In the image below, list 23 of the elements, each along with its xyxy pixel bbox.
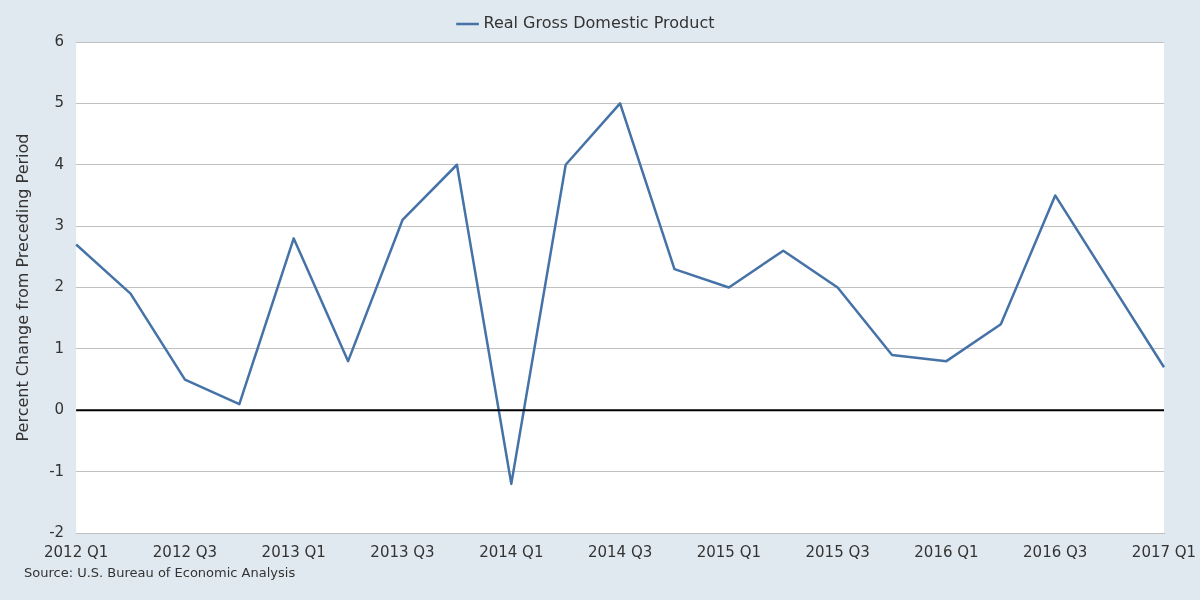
x-tick-label: 2013 Q3: [370, 542, 435, 561]
x-tick-label: 2016 Q3: [1023, 542, 1088, 561]
y-tick-label: -1: [49, 461, 65, 480]
y-tick-label: -2: [49, 522, 65, 541]
y-tick-label: 4: [54, 154, 65, 173]
x-tick-label: 2015 Q3: [805, 542, 870, 561]
x-tick-label: 2013 Q1: [261, 542, 326, 561]
x-tick-label: 2012 Q1: [44, 542, 109, 561]
source-note: Source: U.S. Bureau of Economic Analysis: [24, 565, 297, 580]
y-tick-label: 5: [54, 93, 65, 112]
y-tick-label: 3: [54, 216, 65, 235]
x-tick-label: 2017 Q1: [1131, 542, 1197, 561]
x-tick-label: 2016 Q1: [914, 542, 979, 561]
y-tick-label: 0: [54, 400, 65, 419]
x-tick-label: 2014 Q1: [479, 542, 544, 561]
legend-label: Real Gross Domestic Product: [483, 13, 715, 33]
y-tick-label: 2: [54, 277, 65, 296]
x-tick-label: 2014 Q3: [587, 542, 653, 561]
y-tick-label: 1: [54, 338, 65, 357]
y-tick-label: 6: [54, 31, 65, 50]
x-tick-label: 2012 Q3: [152, 542, 218, 561]
y-axis-title: Percent Change from Preceding Period: [12, 133, 32, 442]
x-tick-label: 2015 Q1: [696, 542, 762, 561]
